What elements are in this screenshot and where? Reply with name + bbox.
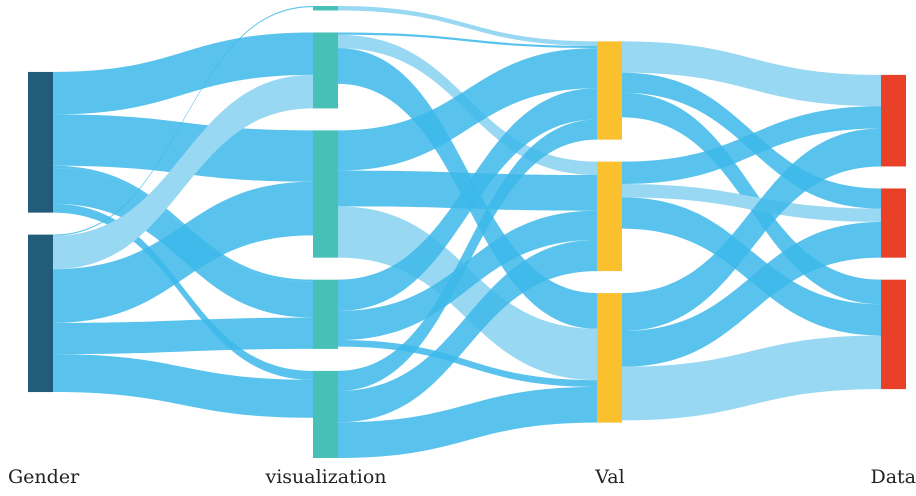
node-1-1: [313, 32, 338, 109]
link-2-1-2: [622, 197, 881, 336]
node-0-0: [28, 71, 53, 213]
axis-label-0: Gender: [8, 466, 80, 488]
axis-labels: Gender visualization Val Data: [8, 466, 916, 488]
node-1-2: [313, 130, 338, 258]
link-1-3-2: [338, 339, 597, 387]
link-0-1-0: [53, 6, 313, 236]
link-1-4-2: [338, 386, 597, 458]
link-0-0-4: [53, 203, 313, 380]
links-layer: [53, 6, 881, 458]
node-1-3: [313, 279, 338, 349]
link-0-1-1: [53, 74, 313, 270]
link-2-2-2: [622, 335, 881, 421]
link-2-2-0: [622, 128, 881, 332]
node-1-0: [313, 6, 338, 11]
link-2-2-1: [622, 221, 881, 367]
node-3-1: [881, 188, 906, 258]
node-0-1: [28, 234, 53, 393]
node-2-2: [597, 293, 622, 423]
link-0-0-1: [53, 32, 313, 115]
link-2-0-0: [622, 41, 881, 107]
link-2-1-1: [622, 183, 881, 222]
link-0-0-3: [53, 165, 313, 282]
link-1-3-1: [338, 210, 597, 340]
link-0-1-4: [53, 354, 313, 418]
axis-label-3: Data: [870, 466, 916, 488]
link-1-2-2: [338, 206, 597, 381]
node-3-0: [881, 74, 906, 167]
node-2-0: [597, 41, 622, 140]
link-1-0-0: [338, 6, 597, 46]
link-1-4-1: [338, 239, 597, 423]
link-1-1-0: [338, 32, 597, 49]
link-1-2-0: [338, 48, 597, 171]
link-2-1-0: [622, 106, 881, 184]
axis-label-2: Val: [594, 466, 624, 488]
node-1-4: [313, 370, 338, 458]
axis-label-1: visualization: [264, 466, 386, 488]
link-0-0-2: [53, 114, 313, 182]
node-3-2: [881, 279, 906, 390]
nodes-layer: [28, 6, 906, 458]
node-2-1: [597, 161, 622, 272]
link-0-1-3: [53, 317, 313, 355]
link-0-1-2: [53, 181, 313, 323]
link-1-3-0: [338, 88, 597, 311]
link-1-4-0: [338, 119, 597, 392]
